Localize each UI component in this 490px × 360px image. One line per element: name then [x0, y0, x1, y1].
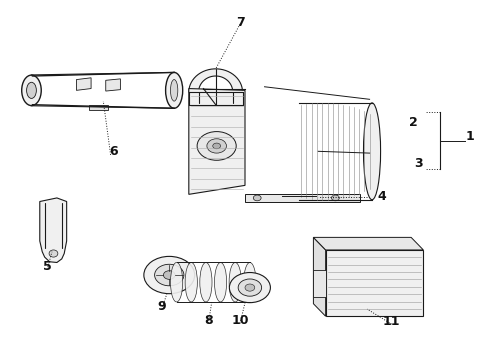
Circle shape [213, 143, 220, 149]
Polygon shape [314, 237, 423, 250]
Polygon shape [76, 78, 91, 90]
Text: 9: 9 [158, 300, 166, 313]
Ellipse shape [171, 262, 183, 302]
FancyBboxPatch shape [326, 250, 423, 316]
Text: 1: 1 [466, 130, 474, 144]
Ellipse shape [244, 262, 256, 302]
Ellipse shape [215, 262, 227, 302]
Ellipse shape [49, 250, 58, 257]
Polygon shape [40, 198, 67, 262]
Circle shape [245, 284, 255, 291]
FancyBboxPatch shape [314, 270, 326, 297]
Text: 11: 11 [383, 315, 400, 328]
Ellipse shape [200, 262, 212, 302]
Circle shape [163, 271, 175, 279]
Text: 8: 8 [204, 314, 213, 327]
Text: 6: 6 [109, 145, 118, 158]
Ellipse shape [22, 75, 41, 105]
Polygon shape [245, 194, 360, 202]
Ellipse shape [26, 82, 36, 98]
Circle shape [197, 132, 236, 160]
Text: 7: 7 [236, 16, 245, 29]
Polygon shape [314, 237, 326, 316]
Circle shape [144, 256, 195, 294]
Ellipse shape [171, 80, 178, 101]
Text: 10: 10 [231, 314, 249, 327]
Text: 2: 2 [409, 116, 418, 129]
Polygon shape [189, 89, 245, 194]
Circle shape [229, 273, 270, 303]
Polygon shape [189, 69, 243, 92]
Text: 3: 3 [414, 157, 423, 170]
Circle shape [331, 195, 339, 201]
Polygon shape [106, 79, 121, 91]
Ellipse shape [185, 262, 197, 302]
Polygon shape [89, 105, 108, 110]
Circle shape [253, 195, 261, 201]
Ellipse shape [166, 72, 183, 108]
Ellipse shape [364, 103, 381, 200]
Ellipse shape [229, 262, 242, 302]
Text: 4: 4 [377, 190, 386, 203]
Circle shape [207, 139, 226, 153]
Circle shape [155, 264, 184, 286]
Text: 5: 5 [43, 260, 51, 273]
Circle shape [238, 279, 262, 296]
